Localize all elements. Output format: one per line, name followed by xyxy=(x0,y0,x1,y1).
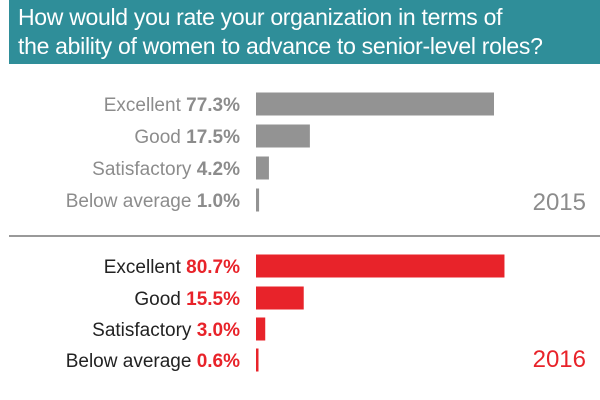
category-name: Below average xyxy=(66,191,197,212)
bar-2016-good xyxy=(256,286,304,310)
chart-title-box: How would you rate your organization in … xyxy=(9,0,600,64)
data-label: 77.3% xyxy=(186,95,240,116)
data-label: 4.2% xyxy=(197,159,240,180)
bar-2015-satisfactory xyxy=(256,156,269,180)
category-name: Below average xyxy=(66,351,197,372)
data-label: 80.7% xyxy=(186,257,240,278)
bar-2015-good xyxy=(256,124,310,148)
data-label: 0.6% xyxy=(197,351,240,372)
series-year-label: 2016 xyxy=(533,346,586,373)
bar-2016-satisfactory xyxy=(256,317,266,341)
category-label: Good 15.5% xyxy=(134,289,240,310)
category-name: Satisfactory xyxy=(92,320,197,341)
category-label: Good 17.5% xyxy=(134,127,240,148)
bar-2015-excellent xyxy=(256,92,494,116)
category-label: Excellent 77.3% xyxy=(104,95,240,116)
chart-title-line-1: How would you rate your organization in … xyxy=(18,4,503,30)
bar-2016-below-average xyxy=(256,348,259,372)
series-year-label: 2015 xyxy=(533,189,586,216)
chart-title-line-2: the ability of women to advance to senio… xyxy=(18,33,543,59)
category-label: Satisfactory 3.0% xyxy=(92,320,240,341)
data-label: 3.0% xyxy=(197,320,240,341)
bar-2015-below-average xyxy=(256,188,260,212)
category-label: Below average 0.6% xyxy=(66,351,240,372)
category-name: Excellent xyxy=(104,257,186,278)
category-name: Excellent xyxy=(104,95,186,116)
category-name: Satisfactory xyxy=(92,159,197,180)
category-label: Satisfactory 4.2% xyxy=(92,159,240,180)
category-name: Good xyxy=(134,289,186,310)
data-label: 1.0% xyxy=(197,191,240,212)
category-name: Good xyxy=(134,127,186,148)
data-label: 15.5% xyxy=(186,289,240,310)
category-label: Below average 1.0% xyxy=(66,191,240,212)
bar-2016-excellent xyxy=(256,254,505,278)
category-label: Excellent 80.7% xyxy=(104,257,240,278)
data-label: 17.5% xyxy=(186,127,240,148)
